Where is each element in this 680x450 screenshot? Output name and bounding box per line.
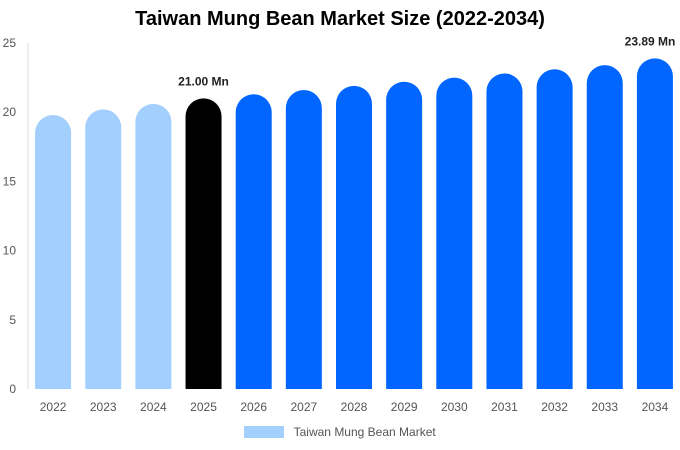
y-tick-label: 0: [9, 382, 16, 396]
bar[interactable]: [636, 58, 673, 389]
bar[interactable]: [486, 73, 523, 389]
x-tick-label: 2034: [642, 400, 669, 414]
bar[interactable]: [386, 81, 423, 389]
x-tick-label: 2022: [40, 400, 67, 414]
bar[interactable]: [185, 98, 222, 390]
bar[interactable]: [586, 65, 623, 390]
x-tick-label: 2024: [140, 400, 167, 414]
bar[interactable]: [536, 69, 573, 390]
x-tick-label: 2033: [591, 400, 618, 414]
bar[interactable]: [436, 77, 473, 389]
y-tick-label: 15: [3, 174, 17, 188]
bar[interactable]: [336, 85, 372, 390]
bar[interactable]: [35, 114, 72, 389]
data-label: 21.00 Mn: [178, 74, 229, 88]
x-tick-label: 2027: [290, 400, 317, 414]
x-tick-label: 2030: [441, 400, 468, 414]
x-tick-label: 2023: [90, 400, 117, 414]
x-tick-label: 2025: [190, 400, 217, 414]
bar[interactable]: [235, 94, 272, 389]
legend-label: Taiwan Mung Bean Market: [293, 424, 436, 439]
chart-title: Taiwan Mung Bean Market Size (2022-2034): [135, 8, 545, 30]
x-tick-label: 2026: [240, 400, 267, 414]
data-label: 23.89 Mn: [625, 34, 676, 48]
y-tick-label: 5: [9, 313, 16, 327]
x-tick-label: 2028: [341, 400, 368, 414]
legend[interactable]: Taiwan Mung Bean Market: [0, 424, 680, 439]
x-tick-label: 2032: [541, 400, 568, 414]
x-tick-label: 2029: [391, 400, 418, 414]
y-tick-label: 25: [3, 36, 17, 50]
y-tick-label: 20: [3, 105, 17, 119]
x-tick-label: 2031: [491, 400, 518, 414]
y-tick-label: 10: [3, 244, 17, 258]
bar[interactable]: [135, 103, 172, 389]
bar[interactable]: [85, 109, 122, 389]
bar[interactable]: [285, 90, 322, 390]
legend-swatch: [244, 425, 285, 438]
